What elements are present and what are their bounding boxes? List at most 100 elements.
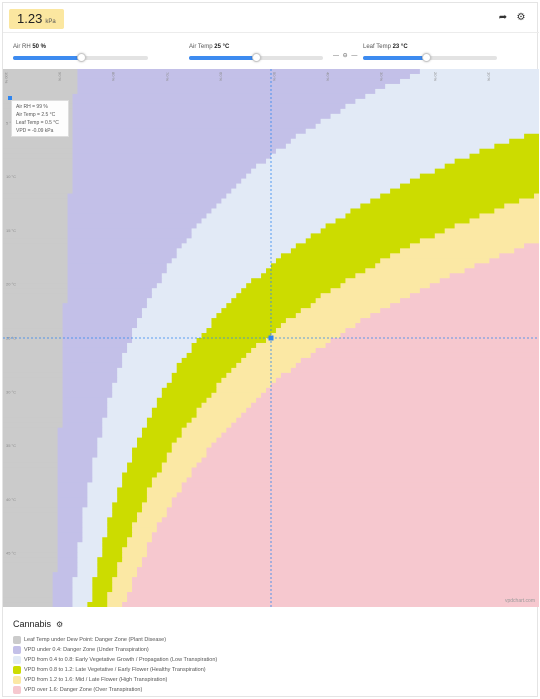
heatmap-cell xyxy=(191,228,322,234)
heatmap-cell xyxy=(52,572,79,578)
share-icon[interactable]: ➦ xyxy=(498,12,508,23)
heatmap-cell xyxy=(62,328,133,334)
heatmap-cell xyxy=(161,392,213,399)
heatmap-cell xyxy=(161,462,198,469)
legend-item: VPD over 1.6: Danger Zone (Over Transpir… xyxy=(13,685,523,695)
x-tick-label: 100 % xyxy=(4,72,9,84)
heatmap-cell xyxy=(489,258,539,264)
heatmap-cell xyxy=(67,288,153,294)
x-tick-label: 40 % xyxy=(326,72,331,82)
heatmap-cell xyxy=(67,228,193,234)
heatmap-cell xyxy=(3,432,59,439)
air-rh-slider-thumb[interactable] xyxy=(76,53,86,62)
air-temp-slider-thumb[interactable] xyxy=(252,53,261,62)
slider-controls: Air RH 50 % Air Temp 25 °C — ⊖ — Leaf Te… xyxy=(3,37,539,67)
heatmap-cell xyxy=(146,417,193,424)
heatmap-cell xyxy=(72,113,332,120)
heatmap-cell xyxy=(161,273,262,279)
legend-gear-icon[interactable]: ⚙ xyxy=(56,619,64,629)
heatmap-cell xyxy=(176,492,539,499)
vpd-heatmap-svg[interactable]: 100 % 90 % 80 % 70 % 60 % 50 % 40 % 30 % 20 % 10 … xyxy=(3,69,539,607)
heatmap-cell xyxy=(62,372,118,379)
heatmap-cell xyxy=(280,372,539,379)
heatmap-cell xyxy=(3,223,69,230)
heatmap-cell xyxy=(295,133,525,140)
heatmap-cell xyxy=(141,557,539,563)
heatmap-cell xyxy=(112,577,133,583)
heatmap-cell xyxy=(92,477,123,484)
heatmap-cell xyxy=(236,293,322,299)
heatmap-cell xyxy=(241,412,539,419)
leaf-temp-slider[interactable] xyxy=(363,53,497,62)
heatmap-cell xyxy=(72,587,93,593)
heatmap-cell xyxy=(464,268,539,274)
heatmap-cell xyxy=(3,198,69,205)
selected-point-marker[interactable] xyxy=(268,335,274,341)
heatmap-cell xyxy=(122,557,143,563)
heatmap-cell xyxy=(390,253,500,259)
heatmap-cell xyxy=(330,113,539,120)
heatmap-cell xyxy=(3,233,69,239)
vpd-heatmap[interactable]: 100 % 90 % 80 % 70 % 60 % 50 % 40 % 30 % 20 % 10 … xyxy=(3,69,539,607)
heatmap-cell xyxy=(72,158,267,165)
air-rh-slider[interactable] xyxy=(13,53,148,62)
heatmap-cell xyxy=(335,218,471,225)
heatmap-cell xyxy=(216,203,361,210)
heatmap-cell xyxy=(196,462,539,469)
heatmap-cell xyxy=(261,392,539,399)
gear-icon[interactable]: ⚙ xyxy=(516,12,526,23)
heatmap-cell xyxy=(370,198,520,205)
heatmap-cell xyxy=(181,357,242,364)
heatmap-cell xyxy=(216,437,539,444)
legend-label: VPD under 0.4: xyxy=(24,647,62,653)
heatmap-cell xyxy=(211,208,351,215)
heatmap-cell xyxy=(57,427,103,434)
heatmap-cell xyxy=(345,103,539,110)
watermark: vpdchart.com xyxy=(504,598,535,604)
heatmap-cell xyxy=(3,283,69,289)
heatmap-cell xyxy=(62,407,108,414)
air-temp-label: Air Temp 25 °C xyxy=(189,44,230,50)
heatmap-cell xyxy=(107,597,128,603)
heatmap-cell xyxy=(57,437,98,444)
heatmap-cell xyxy=(146,542,539,548)
heatmap-cell xyxy=(290,138,510,145)
legend-item: VPD under 0.4: Danger Zone (Under Transp… xyxy=(13,645,523,655)
heatmap-cell xyxy=(176,248,292,254)
heatmap-cell xyxy=(141,313,217,319)
heatmap-cell xyxy=(62,387,113,394)
heatmap-cell xyxy=(375,263,476,269)
heatmap-cell xyxy=(429,283,539,289)
heatmap-cell xyxy=(127,467,163,474)
heatmap-cell xyxy=(77,88,376,95)
heatmap-cell xyxy=(102,552,123,558)
heatmap-cell xyxy=(82,532,108,538)
heatmap-cell xyxy=(390,188,539,195)
link-toggle-button[interactable]: — ⊖ — xyxy=(333,53,359,59)
heatmap-cell xyxy=(3,258,69,264)
heatmap-cell xyxy=(251,278,347,284)
leaf-temp-slider-thumb[interactable] xyxy=(421,53,431,62)
heatmap-cell xyxy=(57,552,79,558)
heatmap-cell xyxy=(132,577,539,583)
heatmap-cell xyxy=(3,313,64,319)
heatmap-cell xyxy=(266,268,366,274)
heatmap-cell xyxy=(161,517,539,523)
heatmap-cell xyxy=(102,432,143,439)
heatmap-cell xyxy=(57,527,83,533)
heatmap-cell xyxy=(57,462,93,469)
legend-desc: Late Vegetative / Early Flower (Healthy … xyxy=(73,667,206,673)
heatmap-cell xyxy=(3,372,64,379)
heatmap-cell xyxy=(3,263,69,269)
heatmap-cell xyxy=(241,178,411,185)
air-temp-slider[interactable] xyxy=(189,53,323,62)
heatmap-cell xyxy=(3,532,59,538)
heatmap-cell xyxy=(67,198,222,205)
heatmap-cell xyxy=(206,328,277,334)
heatmap-cell xyxy=(226,193,381,200)
legend-item: VPD from 1.2 to 1.6: Mid / Late Flower (… xyxy=(13,675,523,685)
heatmap-cell xyxy=(77,542,103,548)
heatmap-cell xyxy=(82,522,108,528)
heatmap-cell xyxy=(3,587,54,593)
